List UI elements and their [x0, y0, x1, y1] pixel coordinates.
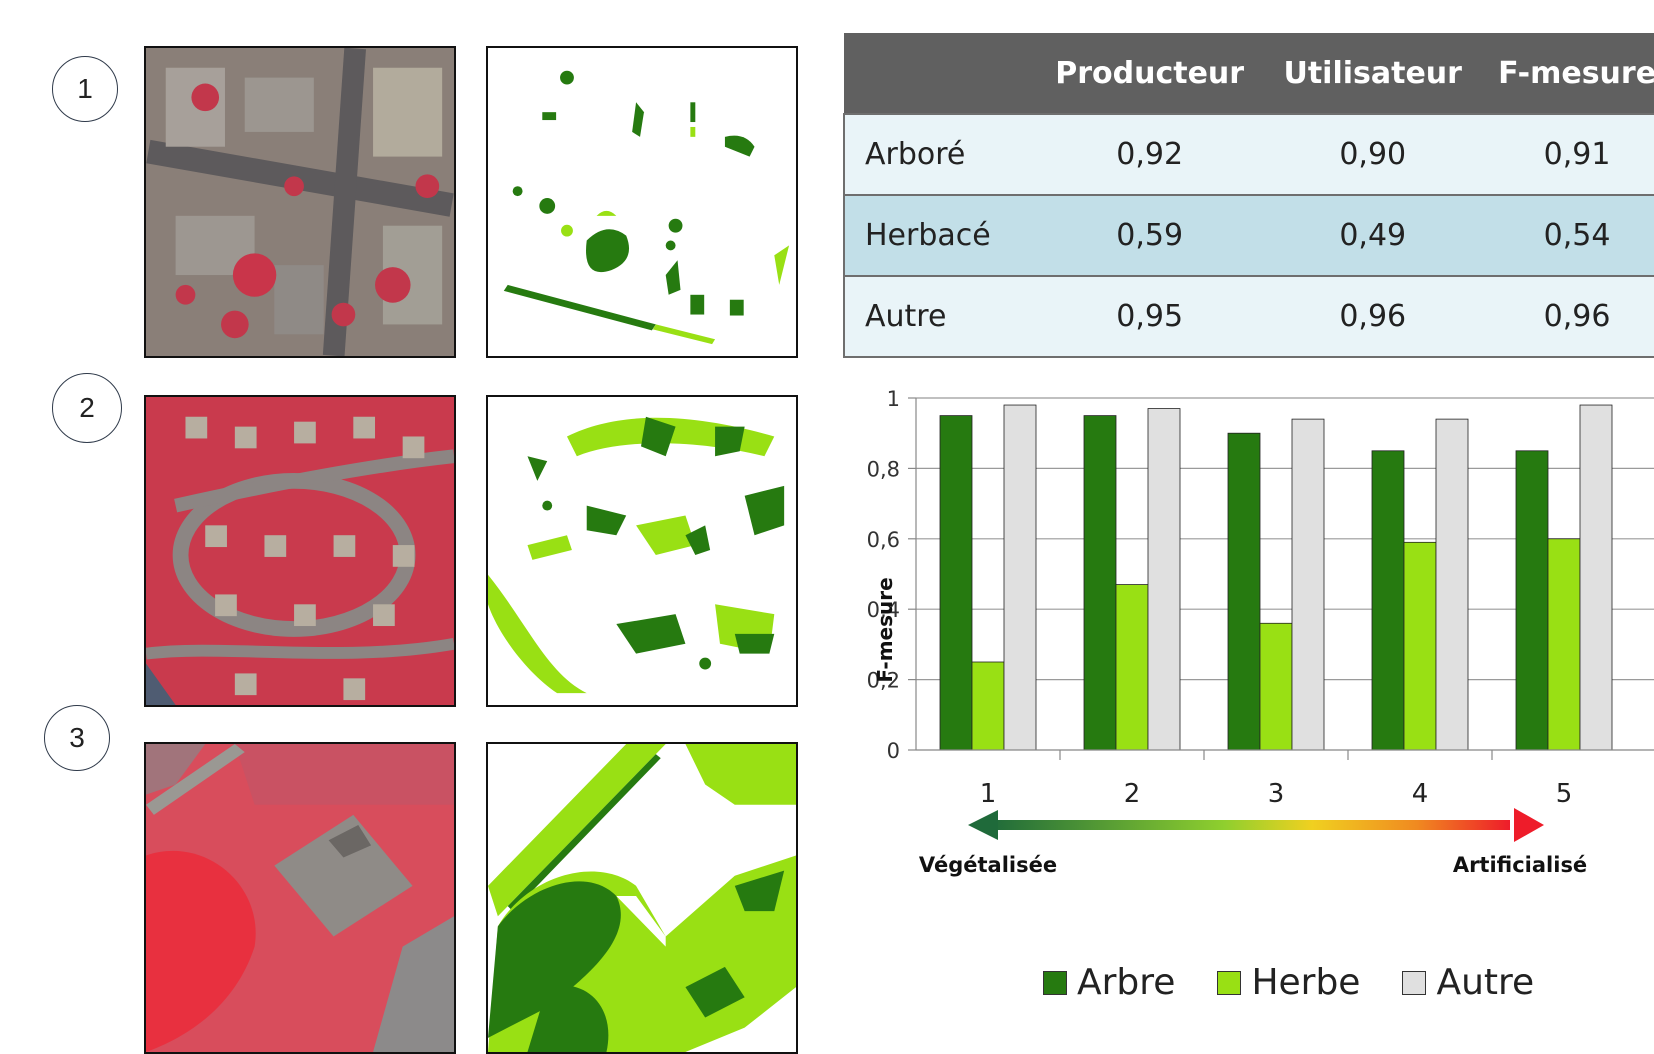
header-utilisateur: Utilisateur	[1264, 33, 1482, 114]
bar-arbre-5	[1515, 450, 1549, 751]
header-empty	[844, 33, 1035, 114]
aerial-image-2	[144, 395, 456, 707]
classification-map-3	[486, 742, 798, 1054]
bar-herbe-5	[1547, 538, 1581, 751]
table-row: Herbacé 0,59 0,49 0,54	[843, 194, 1654, 276]
bar-autre-2	[1147, 408, 1181, 751]
legend-item-autre: Autre	[1402, 962, 1534, 1003]
bar-arbre-1	[939, 415, 973, 751]
f-measure-bar-chart: 0 0,2 0,4 0,6 0,8 1 1 2 3 4 5 F-mesure Végétalisée…	[867, 390, 1654, 877]
cell-value: 0,96	[1264, 275, 1482, 358]
bar-arbre-3	[1227, 432, 1261, 751]
row-number-1: 1	[52, 56, 118, 122]
bar-herbe-4	[1403, 541, 1437, 751]
cell-value: 0,90	[1264, 113, 1482, 195]
cell-value: 0,59	[1035, 194, 1265, 276]
bar-herbe-1	[971, 661, 1005, 751]
chart-axes: 0 0,2 0,4 0,6 0,8 1 1 2 3 4 5	[867, 390, 1654, 809]
cell-value: 0,91	[1481, 113, 1654, 195]
bar-autre-3	[1291, 418, 1325, 751]
cell-value: 0,49	[1264, 194, 1482, 276]
gradient-arrow	[968, 808, 1544, 842]
row-number-3: 3	[44, 705, 110, 771]
classification-map-2	[486, 395, 798, 707]
classification-map-1	[486, 46, 798, 358]
arrow-left-head	[968, 810, 998, 840]
chart-bars	[939, 404, 1613, 751]
table-row: Arboré 0,92 0,90 0,91	[843, 113, 1654, 195]
x-tick-label: 4	[1412, 779, 1429, 809]
arrow-left-label: Végétalisée	[919, 853, 1057, 877]
x-tick-label: 2	[1124, 779, 1141, 809]
legend-swatch-arbre	[1043, 970, 1067, 995]
cell-value: 0,54	[1481, 194, 1654, 276]
bar-autre-1	[1003, 404, 1037, 751]
aerial-image-3	[144, 742, 456, 1054]
legend-label-herbe: Herbe	[1251, 962, 1361, 1003]
y-tick-label: 0	[887, 739, 900, 763]
legend-label-arbre: Arbre	[1077, 962, 1176, 1003]
legend-item-herbe: Herbe	[1217, 962, 1360, 1003]
row-label: Arboré	[843, 113, 1035, 195]
y-axis-label: F-mesure	[873, 577, 897, 682]
aerial-image-1	[144, 46, 456, 358]
x-tick-label: 5	[1556, 779, 1573, 809]
bar-herbe-2	[1115, 584, 1149, 751]
y-tick-label: 0,4	[867, 598, 900, 622]
arrow-right-label: Artificialisé	[1453, 853, 1587, 877]
y-tick-label: 0,2	[867, 669, 900, 693]
legend-label-autre: Autre	[1436, 962, 1535, 1003]
cell-value: 0,95	[1035, 275, 1265, 358]
y-tick-label: 0,8	[867, 457, 900, 481]
legend-swatch-autre	[1402, 970, 1427, 995]
table-header-row: Producteur Utilisateur F-mesure	[844, 33, 1654, 114]
bar-arbre-2	[1083, 415, 1117, 751]
header-producteur: Producteur	[1035, 33, 1265, 114]
chart-legend: Arbre Herbe Autre	[1043, 962, 1534, 1003]
legend-item-arbre: Arbre	[1043, 962, 1175, 1003]
bar-herbe-3	[1259, 622, 1293, 751]
y-tick-label: 1	[887, 390, 900, 411]
accuracy-table: Producteur Utilisateur F-mesure Arboré 0…	[843, 33, 1654, 358]
cell-value: 0,96	[1481, 275, 1654, 358]
table-row: Autre 0,95 0,96 0,96	[843, 275, 1654, 358]
bar-autre-5	[1579, 404, 1613, 751]
bar-autre-4	[1435, 418, 1469, 751]
x-tick-label: 3	[1268, 779, 1285, 809]
header-f-mesure: F-mesure	[1481, 33, 1654, 114]
y-tick-label: 0,6	[867, 528, 900, 552]
arrow-right-head	[1514, 808, 1544, 842]
row-number-2: 2	[52, 373, 122, 443]
row-label: Autre	[843, 275, 1035, 358]
x-tick-label: 1	[980, 779, 997, 809]
bar-arbre-4	[1371, 450, 1405, 751]
legend-swatch-herbe	[1217, 970, 1242, 995]
row-label: Herbacé	[843, 194, 1035, 276]
cell-value: 0,92	[1035, 113, 1265, 195]
